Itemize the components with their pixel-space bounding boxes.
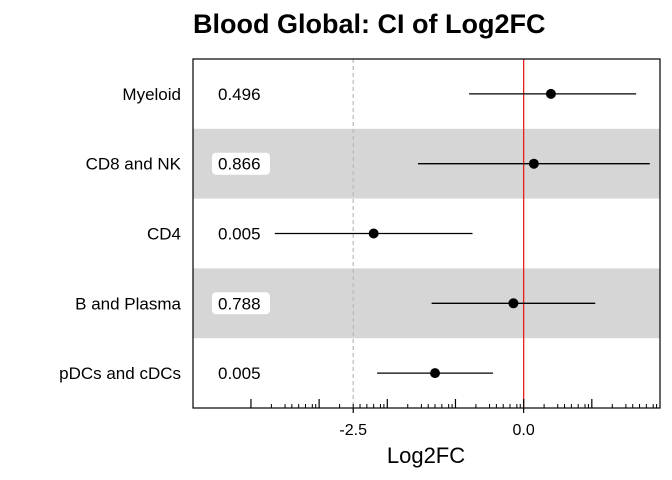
p-value-label: 0.005 <box>218 225 261 244</box>
category-label: Myeloid <box>122 85 181 104</box>
row-labels: Myeloid 0.496 CD8 and NK 0.866 CD4 0.005 B and… <box>59 85 270 383</box>
p-value-box <box>212 152 270 175</box>
x-tick-label: -2.5 <box>339 422 367 439</box>
p-value-box <box>212 292 270 315</box>
category-label: CD4 <box>147 225 181 244</box>
x-axis-label: Log2FC <box>387 443 465 468</box>
p-value-label: 0.496 <box>218 85 261 104</box>
estimate-point <box>545 88 556 99</box>
chart-title: Blood Global: CI of Log2FC <box>193 9 545 39</box>
category-label: CD8 and NK <box>86 155 182 174</box>
p-value-label: 0.788 <box>218 294 261 313</box>
x-axis: -2.5 0.0 <box>250 399 658 439</box>
plot-marks <box>274 88 650 379</box>
reference-lines <box>352 59 525 408</box>
x-tick-label: 0.0 <box>513 422 535 439</box>
estimate-point <box>528 158 539 169</box>
p-value-label: 0.005 <box>218 364 261 383</box>
category-label: B and Plasma <box>75 294 181 313</box>
estimate-point <box>508 298 519 309</box>
estimate-point <box>368 228 379 239</box>
plot-panel-border <box>192 58 661 409</box>
category-label: pDCs and cDCs <box>59 364 181 383</box>
estimate-point <box>430 368 441 379</box>
p-value-label: 0.866 <box>218 155 261 174</box>
